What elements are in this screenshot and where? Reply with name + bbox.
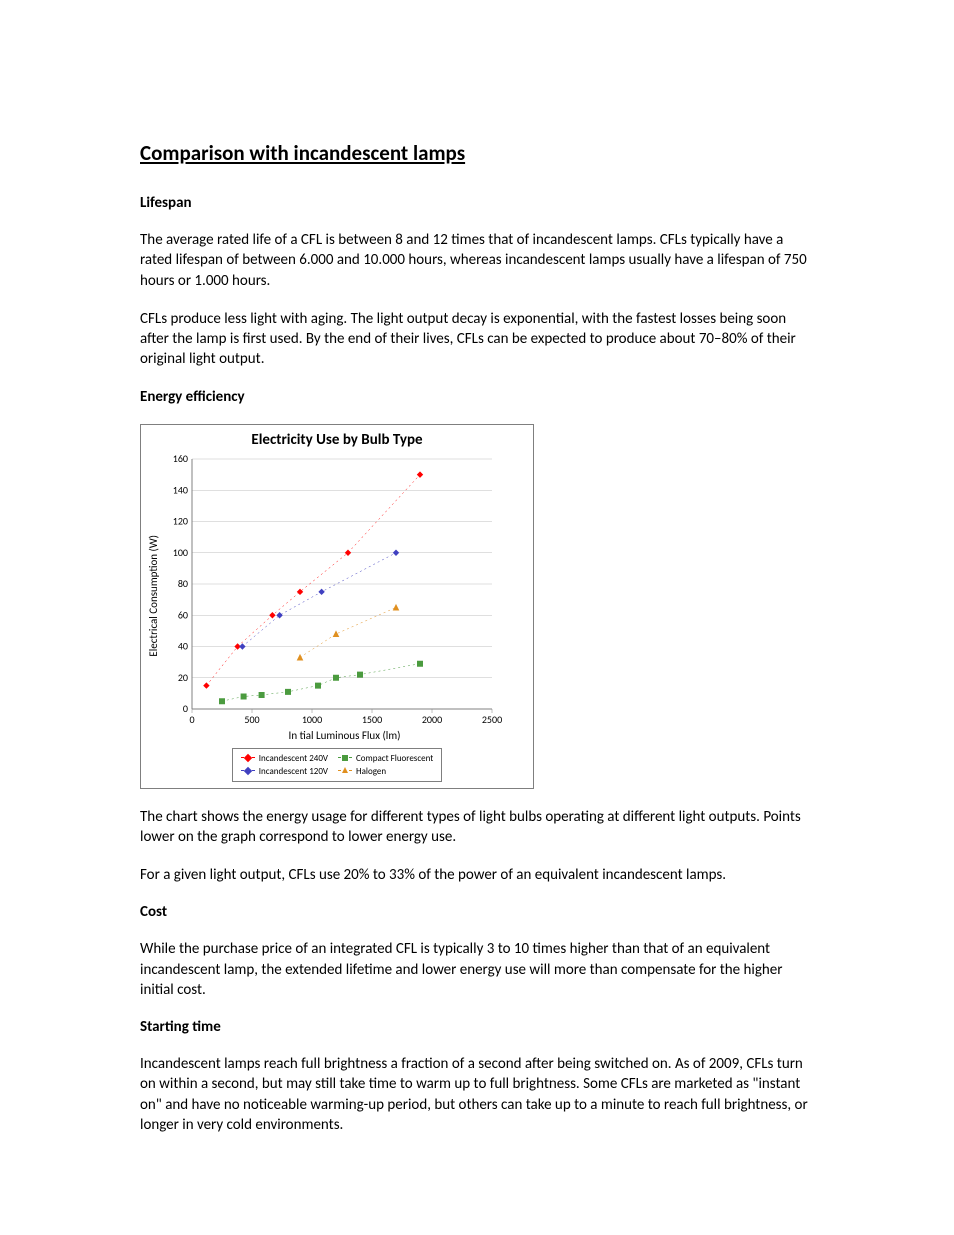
svg-text:40: 40 xyxy=(178,639,188,652)
svg-text:80: 80 xyxy=(178,577,188,590)
legend-item: Compact Fluorescent xyxy=(338,753,433,764)
svg-text:1000: 1000 xyxy=(302,713,322,726)
svg-text:1500: 1500 xyxy=(362,713,382,726)
cost-p1: While the purchase price of an integrate… xyxy=(140,939,814,1000)
heading-energy: Energy efficiency xyxy=(140,388,814,406)
lifespan-p1: The average rated life of a CFL is betwe… xyxy=(140,230,814,291)
svg-text:120: 120 xyxy=(173,514,188,527)
legend-item: Incandescent 120V xyxy=(241,766,328,777)
svg-text:2000: 2000 xyxy=(422,713,442,726)
legend-item: Halogen xyxy=(338,766,433,777)
heading-lifespan: Lifespan xyxy=(140,194,814,212)
chart-plot-area: Electrical Consumption (W) 0 20 40 60 80 100 1… xyxy=(147,451,527,742)
svg-text:20: 20 xyxy=(178,670,188,683)
svg-text:160: 160 xyxy=(173,452,188,465)
energy-p2: For a given light output, CFLs use 20% t… xyxy=(140,865,814,885)
svg-text:140: 140 xyxy=(173,483,188,496)
svg-text:100: 100 xyxy=(173,545,188,558)
legend-item: Incandescent 240V xyxy=(241,753,328,764)
electricity-chart: Electricity Use by Bulb Type Electrical … xyxy=(140,424,534,789)
chart-ylabel: Electrical Consumption (W) xyxy=(147,535,160,657)
chart-svg: 0 20 40 60 80 100 120 140 160 0 500 1000 1500 2000 250… xyxy=(162,451,502,731)
document-page: Comparison with incandescent lamps Lifes… xyxy=(0,0,954,1213)
svg-text:2500: 2500 xyxy=(482,713,502,726)
starting-p1: Incandescent lamps reach full brightness… xyxy=(140,1054,814,1135)
heading-cost: Cost xyxy=(140,903,814,921)
heading-starting: Starting time xyxy=(140,1018,814,1036)
svg-text:60: 60 xyxy=(178,608,188,621)
page-title: Comparison with incandescent lamps xyxy=(140,140,814,166)
chart-title: Electricity Use by Bulb Type xyxy=(147,431,527,449)
chart-legend: Incandescent 240V Incandescent 120V Compa… xyxy=(232,748,443,782)
svg-text:0: 0 xyxy=(189,713,194,726)
svg-text:500: 500 xyxy=(244,713,259,726)
chart-xlabel: In tial Luminous Flux (lm) xyxy=(162,729,527,742)
energy-p1: The chart shows the energy usage for dif… xyxy=(140,807,814,848)
svg-text:0: 0 xyxy=(183,702,188,715)
lifespan-p2: CFLs produce less light with aging. The … xyxy=(140,309,814,370)
